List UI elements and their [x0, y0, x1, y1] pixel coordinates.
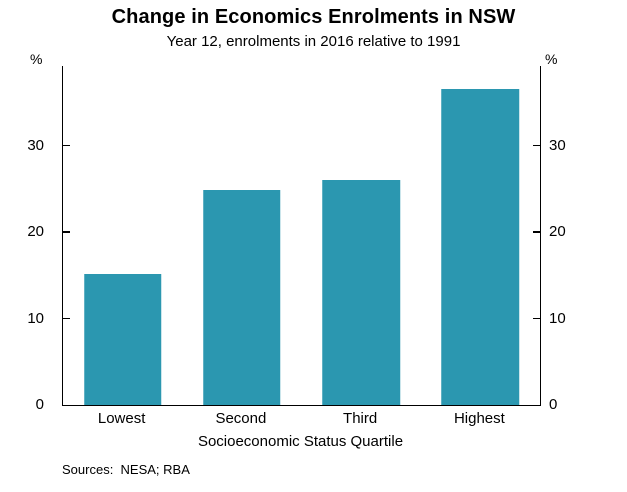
bar-second — [203, 189, 281, 405]
x-axis-labels: Lowest Second Third Highest — [62, 410, 539, 427]
y-tick-label: 30 — [27, 136, 44, 154]
y-tick-mark — [533, 144, 540, 147]
y-tick-mark — [533, 317, 540, 320]
y-tick-label: 10 — [27, 309, 44, 327]
y-axis-unit-left: % — [30, 51, 43, 67]
y-axis-labels-right: 0 10 20 30 — [541, 66, 611, 413]
x-axis-title: Socioeconomic Status Quartile — [197, 433, 404, 450]
y-tick-label: 30 — [549, 136, 566, 154]
x-tick-label: Third — [343, 410, 378, 427]
y-tick-mark — [63, 231, 70, 233]
y-tick-mark — [63, 317, 70, 320]
y-tick-label: 10 — [549, 309, 566, 327]
y-axis-unit-right: % — [545, 51, 558, 67]
y-tick-label: 0 — [35, 396, 44, 413]
sources-note: Sources: NESA; RBA — [62, 462, 190, 477]
chart-title: Change in Economics Enrolments in NSW — [111, 6, 516, 28]
bar-third — [322, 180, 400, 405]
y-axis-labels-left: 0 10 20 30 — [0, 66, 54, 413]
y-tick-mark — [63, 144, 70, 147]
x-tick-label: Highest — [453, 410, 505, 427]
y-tick-mark — [533, 231, 540, 233]
y-tick-label: 20 — [549, 223, 566, 241]
bar-lowest — [83, 273, 162, 405]
x-tick-label: Second — [215, 410, 267, 427]
y-tick-label: 0 — [549, 396, 558, 413]
x-tick-label: Lowest — [97, 410, 146, 427]
y-tick-label: 20 — [27, 223, 44, 241]
plot-area — [62, 66, 541, 406]
chart-subtitle: Year 12, enrolments in 2016 relative to … — [166, 33, 461, 50]
bar-highest — [441, 88, 520, 405]
